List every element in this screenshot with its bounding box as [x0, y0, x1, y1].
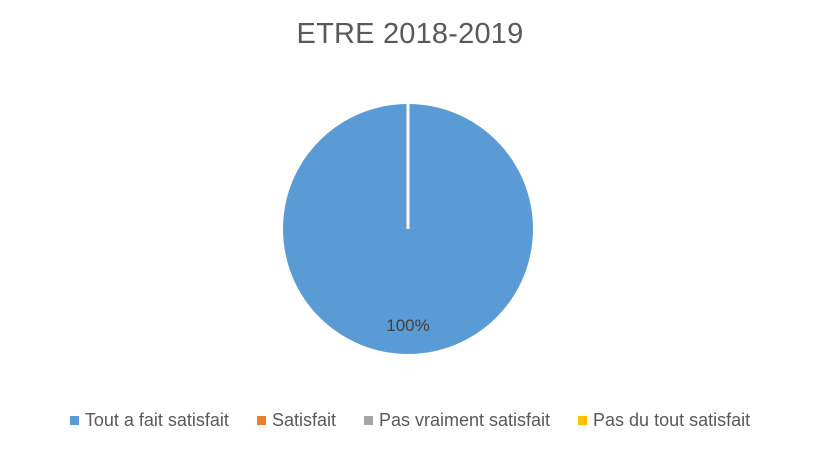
legend-item: Satisfait — [256, 410, 336, 431]
legend-item: Tout a fait satisfait — [69, 410, 229, 431]
chart-legend: Tout a fait satisfait Satisfait Pas vrai… — [0, 410, 820, 431]
data-label: 100% — [386, 316, 429, 335]
legend-item: Pas vraiment satisfait — [363, 410, 551, 431]
legend-label: Satisfait — [271, 410, 336, 430]
legend-item: Pas du tout satisfait — [578, 410, 750, 431]
legend-swatch — [69, 416, 79, 425]
legend-swatch — [363, 416, 373, 425]
legend-label: Tout a fait satisfait — [84, 410, 229, 430]
legend-label: Pas vraiment satisfait — [378, 410, 551, 430]
legend-label: Pas du tout satisfait — [593, 410, 751, 430]
legend-swatch — [256, 416, 266, 425]
legend-swatch — [578, 416, 588, 425]
chart-title: ETRE 2018-2019 — [296, 18, 524, 50]
